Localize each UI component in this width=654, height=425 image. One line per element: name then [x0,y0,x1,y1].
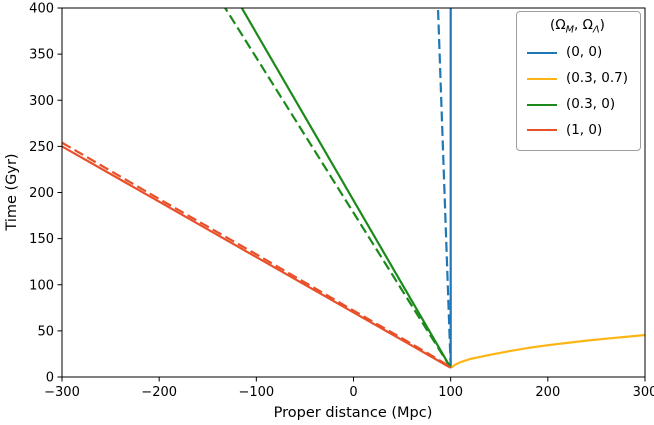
series-line-4 [224,8,452,369]
legend-entry-label: (0.3, 0) [565,96,616,113]
legend-entries: (0, 0) (0.3, 0.7) (0.3, 0) (1, 0) [526,40,628,144]
legend-entry: (0, 0) [526,40,628,66]
legend-entry: (1, 0) [526,117,628,143]
y-tick-label: 100 [29,278,54,293]
legend-entry-label: (0.3, 0.7) [565,70,628,87]
series-line-2 [450,333,645,369]
series-layer [62,8,645,369]
legend-entry: (0.3, 0) [526,92,628,118]
x-tick-label: 100 [438,385,463,400]
y-tick-label: 300 [29,94,54,109]
legend-line-swatch [526,51,557,54]
x-tick-label: −200 [141,385,177,400]
legend-entry: (0.3, 0.7) [526,66,628,92]
x-tick-label: 200 [535,385,560,400]
legend-line-swatch [526,77,557,80]
legend-entry-label: (0, 0) [565,44,603,61]
legend-line-swatch [526,129,557,132]
series-line-6 [62,141,452,369]
y-tick-label: 250 [29,140,54,155]
y-axis-label: Time (Gyr) [4,153,20,231]
y-tick-label: 0 [46,371,54,386]
legend: (ΩM, ΩΛ) (0, 0) (0.3, 0.7) (0.3, 0) (1, 0) [515,11,641,152]
series-line-5 [62,145,452,369]
axes-layer: −300 −200 −100 0 100 200 300 0 50 100 150 200 250 300… [29,2,654,401]
y-tick-label: 350 [29,48,54,63]
x-tick-label: −300 [44,385,80,400]
legend-line-swatch [526,103,557,106]
x-tick-label: 300 [633,385,654,400]
y-tick-label: 150 [29,232,54,247]
x-tick-label: −100 [238,385,274,400]
y-tick-label: 50 [37,324,54,339]
legend-entry-label: (1, 0) [565,121,603,138]
y-tick-label: 200 [29,186,54,201]
x-tick-label: 0 [349,385,357,400]
y-tick-label: 400 [29,2,54,17]
x-axis-label: Proper distance (Mpc) [274,405,433,421]
legend-title: (ΩM, ΩΛ) [550,17,605,36]
series-line-3 [240,8,452,369]
series-line-1 [436,8,452,368]
